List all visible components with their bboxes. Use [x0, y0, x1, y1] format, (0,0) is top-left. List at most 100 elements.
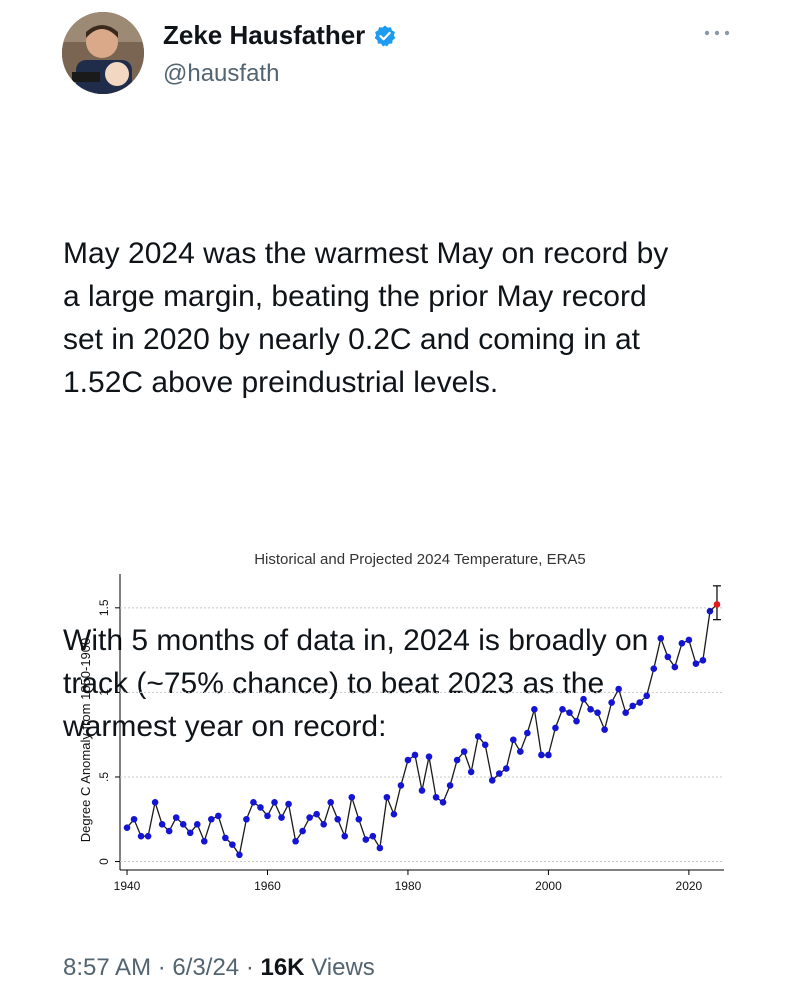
data-point[interactable]	[460, 748, 468, 755]
data-point[interactable]	[278, 814, 285, 821]
data-point[interactable]	[186, 829, 194, 837]
data-point[interactable]	[411, 751, 419, 759]
tweet-paragraph: With 5 months of data in, 2024 is broadl…	[63, 624, 649, 743]
data-point[interactable]	[355, 815, 363, 823]
data-point[interactable]	[418, 787, 426, 794]
data-point[interactable]	[320, 821, 327, 828]
data-point[interactable]	[685, 636, 693, 644]
data-point[interactable]	[306, 814, 313, 821]
meta-separator: ·	[245, 954, 261, 981]
data-point[interactable]	[193, 821, 201, 828]
data-point[interactable]	[222, 834, 229, 842]
data-point[interactable]	[495, 770, 503, 777]
data-point[interactable]	[229, 841, 236, 848]
data-point[interactable]	[250, 799, 257, 806]
data-point[interactable]	[130, 815, 138, 823]
data-point[interactable]	[292, 837, 299, 845]
more-options-icon[interactable]	[702, 26, 732, 40]
data-point[interactable]	[432, 793, 440, 801]
data-point[interactable]	[453, 756, 461, 764]
data-point[interactable]	[348, 793, 356, 801]
data-point[interactable]	[179, 821, 187, 828]
tweet-time[interactable]: 8:57 AM	[63, 954, 152, 981]
data-point[interactable]	[200, 837, 208, 845]
data-point[interactable]	[439, 799, 447, 806]
data-point[interactable]	[264, 812, 271, 820]
data-point[interactable]	[474, 733, 482, 740]
data-point[interactable]	[383, 793, 391, 801]
projection-point[interactable]	[713, 601, 721, 608]
data-point[interactable]	[545, 751, 552, 759]
data-point[interactable]	[236, 851, 243, 859]
data-point[interactable]	[538, 751, 545, 759]
avatar-photo	[62, 12, 144, 94]
data-point[interactable]	[172, 814, 180, 821]
data-point[interactable]	[552, 724, 559, 732]
data-point[interactable]	[215, 812, 222, 820]
data-point[interactable]	[657, 634, 665, 642]
tweet-date[interactable]: 6/3/24	[172, 954, 240, 981]
data-point[interactable]	[678, 640, 686, 647]
data-point[interactable]	[137, 832, 145, 840]
data-point[interactable]	[397, 782, 405, 789]
data-point[interactable]	[594, 709, 601, 716]
data-point[interactable]	[158, 821, 166, 828]
data-point[interactable]	[327, 799, 334, 806]
tweet-text: May 2024 was the warmest May on record b…	[63, 146, 753, 791]
data-point[interactable]	[622, 709, 629, 716]
data-point[interactable]	[692, 660, 700, 667]
data-point[interactable]	[580, 695, 587, 703]
data-point[interactable]	[271, 799, 278, 806]
chart-y-axis-label: Degree C Anomaly from 1850-1900	[78, 638, 93, 843]
data-point[interactable]	[573, 717, 580, 725]
data-point[interactable]	[629, 702, 636, 710]
data-point[interactable]	[587, 706, 594, 713]
data-point[interactable]	[313, 810, 320, 818]
data-point[interactable]	[531, 706, 538, 713]
data-point[interactable]	[165, 827, 173, 835]
views-label: Views	[311, 954, 375, 981]
data-point[interactable]	[608, 699, 615, 706]
data-point[interactable]	[467, 768, 475, 776]
data-point[interactable]	[664, 653, 672, 661]
data-point[interactable]	[144, 832, 152, 840]
data-point[interactable]	[208, 815, 215, 823]
x-tick-label: 2000	[535, 879, 562, 893]
data-point[interactable]	[559, 706, 566, 713]
data-point[interactable]	[699, 656, 707, 664]
data-point[interactable]	[376, 844, 384, 852]
data-point[interactable]	[425, 753, 433, 760]
data-point[interactable]	[341, 832, 349, 840]
data-point[interactable]	[390, 810, 398, 818]
data-point[interactable]	[502, 765, 510, 772]
data-point[interactable]	[285, 800, 292, 808]
temperature-chart[interactable]: Historical and Projected 2024 Temperatur…	[62, 540, 738, 910]
data-point[interactable]	[151, 799, 159, 806]
data-point[interactable]	[123, 824, 131, 832]
data-point[interactable]	[362, 836, 370, 843]
avatar[interactable]	[62, 12, 144, 94]
data-point[interactable]	[369, 832, 377, 840]
data-point[interactable]	[488, 777, 496, 784]
data-point[interactable]	[524, 729, 531, 737]
data-point[interactable]	[404, 756, 412, 764]
data-point[interactable]	[481, 741, 489, 749]
data-point[interactable]	[510, 736, 517, 744]
data-point[interactable]	[446, 782, 454, 789]
series-line	[126, 611, 711, 857]
data-point[interactable]	[334, 815, 342, 823]
author-name[interactable]: Zeke Hausfather	[163, 20, 366, 50]
data-point[interactable]	[517, 748, 524, 755]
data-point[interactable]	[299, 827, 306, 835]
data-point[interactable]	[671, 663, 679, 671]
meta-separator: ·	[157, 954, 173, 981]
data-point[interactable]	[636, 699, 644, 706]
data-point[interactable]	[643, 692, 651, 700]
data-point[interactable]	[615, 685, 622, 693]
data-point[interactable]	[650, 665, 658, 673]
data-point[interactable]	[566, 709, 573, 716]
data-point[interactable]	[243, 815, 250, 823]
data-point[interactable]	[257, 804, 264, 811]
author-handle[interactable]: @hausfath	[163, 60, 280, 87]
data-point[interactable]	[601, 726, 608, 733]
